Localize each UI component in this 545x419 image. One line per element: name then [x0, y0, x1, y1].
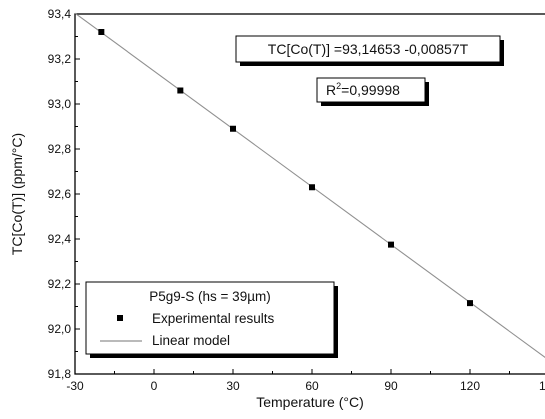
legend-label-linear-model: Linear model: [152, 333, 230, 348]
x-tick-label: 60: [305, 379, 319, 393]
legend-box-frame: [85, 281, 335, 355]
y-tick-label: 93,4: [48, 7, 72, 21]
data-point: [177, 87, 184, 94]
y-tick-label: 92,0: [48, 322, 72, 336]
x-axis-title: Temperature (°C): [256, 394, 364, 410]
y-tick-label: 92,2: [48, 277, 72, 291]
r-squared-prefix: R: [326, 82, 336, 98]
legend-label-experimental: Experimental results: [152, 311, 275, 326]
y-tick-label: 91,8: [48, 367, 72, 381]
data-point: [467, 300, 473, 307]
y-tick-label: 92,8: [48, 142, 72, 156]
x-tick-label: 120: [460, 379, 480, 393]
equation-box: TC[Co(T)] =93,14653 -0,00857T: [235, 35, 504, 66]
equation-text: TC[Co(T)] =93,14653 -0,00857T: [268, 41, 469, 57]
y-axis-ticks: 91,8 92,0 92,2 92,4 92,6 92,8 93,0 93,2 93,4: [48, 7, 80, 381]
legend: P5g9-S (hs = 39µm) Experimental results …: [85, 281, 338, 358]
r-squared-box: R2=0,99998: [316, 77, 429, 106]
r-squared-value: =0,99998: [341, 82, 400, 98]
data-point: [309, 184, 315, 191]
x-tick-label: -30: [66, 379, 84, 393]
x-tick-label: 90: [384, 379, 398, 393]
data-point: [98, 29, 105, 35]
x-tick-label: 0: [151, 379, 158, 393]
legend-marker-experimental: [117, 315, 123, 321]
y-tick-label: 92,6: [48, 187, 72, 201]
data-point: [388, 241, 394, 248]
legend-title: P5g9-S (hs = 39µm): [149, 289, 270, 304]
equation-box-frame: [235, 35, 501, 63]
r-squared-text: R2=0,99998: [326, 81, 400, 98]
x-tick-label: 150: [539, 379, 545, 393]
data-point: [230, 125, 236, 132]
r-squared-superscript: 2: [336, 81, 341, 91]
y-tick-label: 93,0: [48, 97, 72, 111]
y-axis-title: TC[Co(T)] (ppm/°C): [9, 133, 25, 255]
r-squared-box-frame: [316, 77, 426, 103]
data-points-layer: [98, 29, 473, 307]
y-tick-label: 92,4: [48, 232, 72, 246]
y-tick-label: 93,2: [48, 52, 72, 66]
x-tick-label: 30: [226, 379, 240, 393]
x-axis-ticks: -30 0 30 60 90 120 150: [66, 369, 545, 393]
